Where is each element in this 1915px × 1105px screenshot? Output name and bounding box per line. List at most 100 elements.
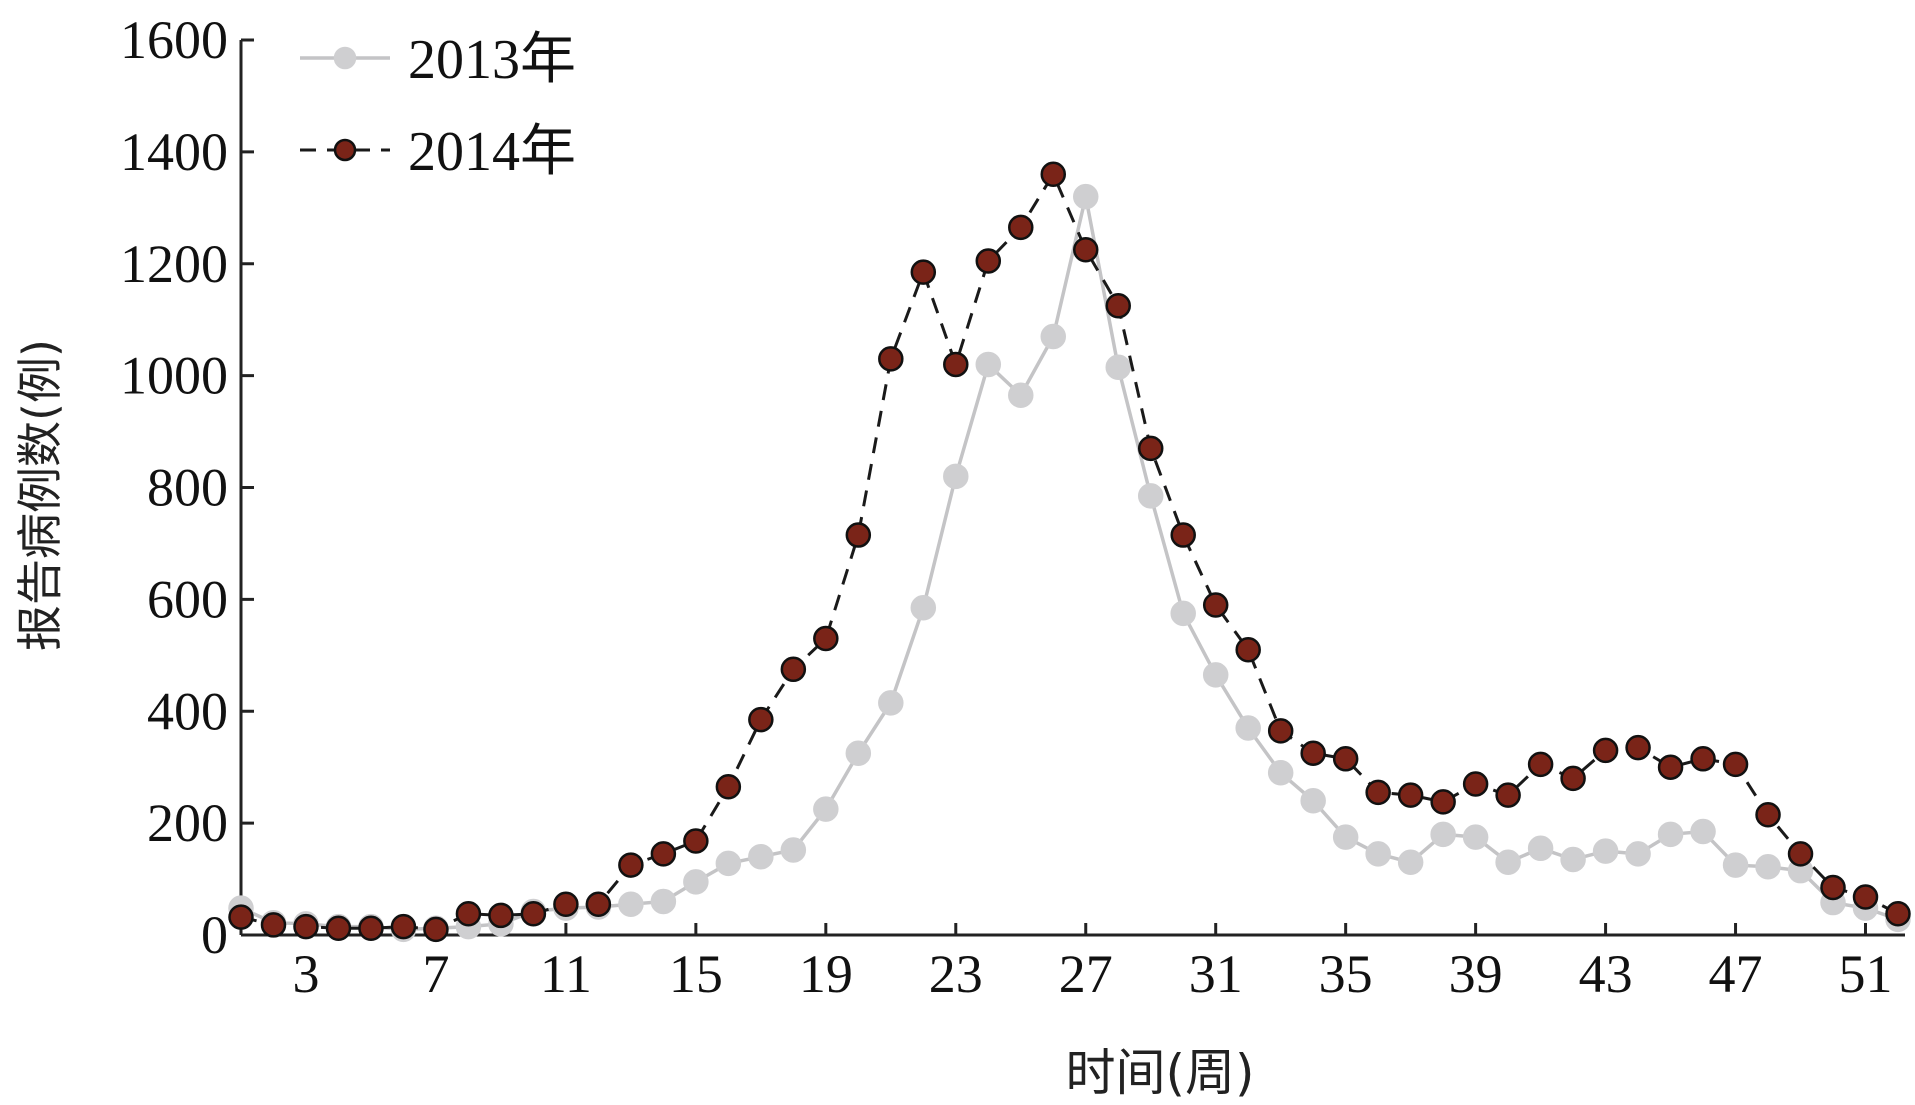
x-tick-label: 39 xyxy=(1449,944,1503,1004)
x-tick-label: 35 xyxy=(1319,944,1373,1004)
y-tick-label: 1200 xyxy=(120,234,228,294)
series-line xyxy=(240,170,1899,931)
data-point xyxy=(1332,824,1359,850)
data-point xyxy=(1495,782,1521,808)
data-point xyxy=(520,900,547,927)
data-point xyxy=(1008,214,1034,241)
data-point xyxy=(878,690,904,716)
data-point xyxy=(1040,161,1067,187)
data-point xyxy=(943,463,969,490)
data-point xyxy=(1365,779,1391,806)
data-point xyxy=(1690,818,1716,845)
data-point xyxy=(1462,771,1489,797)
x-tick-label: 27 xyxy=(1059,944,1113,1004)
data-point xyxy=(683,828,709,854)
data-point xyxy=(1170,522,1196,548)
data-point xyxy=(553,891,579,917)
data-point xyxy=(943,351,969,378)
y-tick-label: 800 xyxy=(147,458,228,518)
data-point xyxy=(1105,292,1131,319)
series-line xyxy=(240,196,1899,932)
data-point xyxy=(488,902,514,929)
data-point xyxy=(878,346,904,372)
data-point xyxy=(1397,849,1424,876)
data-point xyxy=(1722,852,1749,878)
y-tick-label: 200 xyxy=(147,793,228,853)
data-point xyxy=(1300,788,1326,814)
x-tick-label: 23 xyxy=(929,944,983,1004)
data-point xyxy=(1202,592,1229,618)
series-layer xyxy=(228,161,1911,943)
y-tick-label: 1600 xyxy=(120,10,228,70)
data-point xyxy=(715,774,742,800)
data-point xyxy=(1657,821,1684,848)
data-point xyxy=(1690,746,1716,772)
data-point xyxy=(1657,754,1684,780)
y-axis: 0 200 400 600 800 1000 1200 1400 1600 xyxy=(120,10,254,965)
data-point xyxy=(1820,874,1846,901)
x-axis-title: 时间(周) xyxy=(1065,1044,1254,1102)
data-point xyxy=(780,837,807,863)
data-point xyxy=(1202,662,1229,688)
x-tick-label: 7 xyxy=(422,944,449,1004)
data-point xyxy=(1137,435,1164,462)
data-point xyxy=(748,843,774,870)
x-tick-label: 51 xyxy=(1839,944,1893,1004)
data-point xyxy=(748,706,774,733)
series-1 xyxy=(228,161,1911,943)
data-point xyxy=(1137,483,1164,509)
data-point xyxy=(1625,841,1651,867)
x-tick-label: 43 xyxy=(1579,944,1633,1004)
series-0 xyxy=(228,183,1911,943)
data-point xyxy=(1527,835,1554,862)
data-point xyxy=(1560,846,1586,873)
data-point xyxy=(910,259,937,285)
data-point xyxy=(1430,821,1456,848)
x-tick-label: 15 xyxy=(669,944,723,1004)
data-point xyxy=(1527,751,1554,778)
y-tick-label: 0 xyxy=(201,905,228,965)
data-point xyxy=(1170,600,1196,627)
y-axis-title: 报告病例数(例) xyxy=(13,339,67,651)
data-point xyxy=(1267,760,1294,786)
data-point xyxy=(1267,718,1294,744)
y-tick-label: 600 xyxy=(147,569,228,629)
data-point xyxy=(1755,854,1781,880)
y-tick-label: 400 xyxy=(147,681,228,741)
data-point xyxy=(975,248,1002,274)
data-point xyxy=(1235,715,1261,741)
data-point xyxy=(1072,183,1099,210)
x-tick-label: 19 xyxy=(799,944,853,1004)
data-point xyxy=(813,796,839,822)
legend: 2013年 2014年 xyxy=(300,29,576,183)
data-point xyxy=(1852,884,1879,910)
x-tick-label: 3 xyxy=(292,944,319,1004)
data-point xyxy=(1560,765,1586,792)
data-point xyxy=(358,915,384,942)
data-point xyxy=(975,351,1002,378)
data-point xyxy=(325,915,352,942)
legend-item: 2014年 xyxy=(300,121,576,183)
data-point xyxy=(1722,751,1749,778)
legend-marker xyxy=(333,46,357,70)
legend-marker xyxy=(333,138,357,162)
x-tick-label: 47 xyxy=(1709,944,1763,1004)
x-tick-label: 11 xyxy=(540,944,592,1004)
data-point xyxy=(1072,237,1099,263)
data-point xyxy=(1332,746,1359,772)
data-point xyxy=(780,656,807,683)
data-point xyxy=(715,850,742,877)
data-point xyxy=(1592,737,1619,764)
data-point xyxy=(1365,841,1391,867)
data-point xyxy=(585,891,612,917)
data-point xyxy=(1462,824,1489,850)
data-point xyxy=(845,740,872,766)
data-point xyxy=(228,904,254,930)
legend-label: 2014年 xyxy=(408,121,576,183)
data-point xyxy=(293,913,319,940)
data-point xyxy=(260,912,287,938)
x-tick-label: 31 xyxy=(1189,944,1243,1004)
data-point xyxy=(1755,801,1781,828)
data-point xyxy=(1397,782,1424,808)
